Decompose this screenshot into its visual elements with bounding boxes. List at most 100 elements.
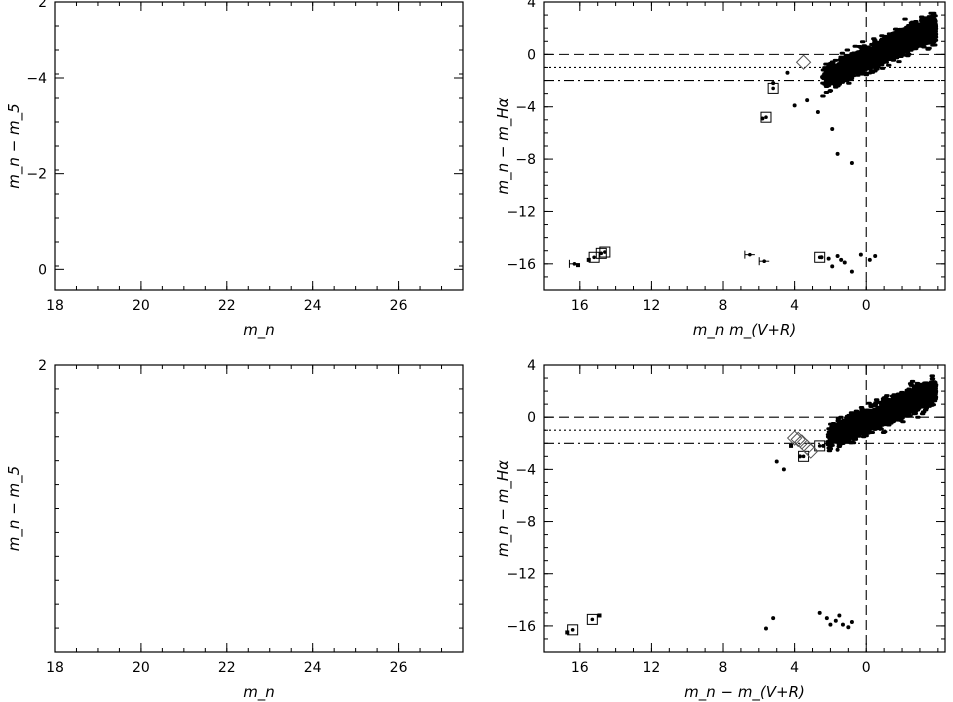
data-point [873,253,878,258]
x-tick-label: 12 [642,660,660,676]
boxed-point-center [817,444,822,448]
x-tick-label: 4 [790,660,799,676]
y-tick-label: −12 [506,567,536,583]
y-axis-label: m_n − m_5 [5,103,24,188]
diamond-marker [803,443,819,459]
asterisk-stroke [313,31,321,39]
plot-area [544,2,945,290]
data-point [858,252,863,257]
boxed-point-center [592,255,596,260]
data-point [833,618,838,623]
errorbar-point [748,252,752,257]
y-tick-label: −8 [515,515,536,531]
data-point [771,616,776,621]
data-point [763,626,768,631]
data-point [849,619,854,624]
boxed-point [567,624,579,636]
x-tick-label: 16 [571,298,589,314]
data-point [815,109,820,114]
y-tick-label: −12 [506,204,536,220]
y-tick-label: 4 [527,0,536,11]
boxed-point [588,251,600,263]
y-axis-label: m_n − m_Hα [494,97,513,194]
data-point [846,625,851,630]
panel-bottom-right: 16 12 8 4 0 4 0 −4 −8 −12 −16 m_n − m_(V+R) m_n − m_… [494,358,946,702]
boxed-point [586,613,598,625]
asterisk-stroke [354,74,362,82]
asterisk-stroke [296,7,304,15]
limit-curve [356,35,425,198]
x-tick-label: 12 [642,298,660,314]
x-tick-label: 24 [304,298,322,314]
y-axis-label: m_n − m_5 [5,466,24,551]
y-tick-label: 0 [527,47,536,63]
asterisk-stroke [313,31,321,39]
asterisk-marker [353,73,363,83]
square-marker [299,68,309,78]
x-tick-label: 24 [304,660,322,676]
x-tick-label: 8 [719,298,728,314]
errorbar-point [762,259,766,264]
data-point [817,610,822,615]
data-point [835,253,840,258]
boxed-point [767,82,779,94]
plot-frame [54,364,464,653]
x-tick-label: 18 [46,660,64,676]
data-point [830,126,835,131]
panel-top-right: 16 12 8 4 0 4 0 −4 −8 −12 −16 m_n m_(V+R) m_n − m_Hα [494,0,946,340]
main-star-cloud [820,11,939,98]
y-tick-label: 2 [38,358,47,374]
x-axis-label: m_n [243,321,275,340]
data-point [849,161,854,166]
plot-area [544,365,945,652]
data-point [835,151,840,156]
limit-curve [227,150,364,241]
x-tick-label: 26 [390,660,408,676]
data-point [837,613,842,618]
plot-area [55,0,463,314]
x-tick-label: 0 [862,298,871,314]
data-point [828,622,833,627]
data-point [830,264,835,269]
square-marker [333,106,343,116]
data-point [824,616,829,621]
boxed-point [814,440,826,452]
y-tick-label: −4 [515,462,536,478]
x-tick-label: 0 [862,660,871,676]
errorbar-point [572,262,577,266]
x-tick-label: 20 [132,660,150,676]
x-axis-label: m_n m_(V+R) [693,321,796,340]
boxed-point-center [801,454,806,459]
data-point [774,459,779,464]
x-tick-label: 20 [132,298,150,314]
x-tick-label: 26 [390,298,408,314]
boxed-point [599,246,611,258]
x-tick-label: 22 [218,298,236,314]
limit-curve [184,159,424,267]
data-point [805,98,810,103]
square-marker [312,130,322,140]
y-tick-label: −2 [26,167,47,183]
asterisk-marker [312,30,322,40]
data-point [842,260,847,265]
y-tick-label: 2 [38,0,47,11]
data-point [835,447,840,452]
boxed-point-center [764,115,768,119]
data-point [828,89,833,94]
main-star-cloud [825,374,939,453]
asterisk-stroke [296,7,304,15]
data-point [840,622,845,627]
x-tick-label: 16 [571,660,589,676]
x-axis-label: m_n − m_(V+R) [684,683,805,702]
data-point [826,256,831,261]
data-point [792,103,797,108]
x-tick-label: 4 [790,298,799,314]
boxed-point-center [599,251,604,256]
diamond-marker [786,430,803,446]
detection-limit-line [76,0,420,272]
boxed-point-center [771,86,775,91]
y-tick-label: −16 [506,619,536,635]
